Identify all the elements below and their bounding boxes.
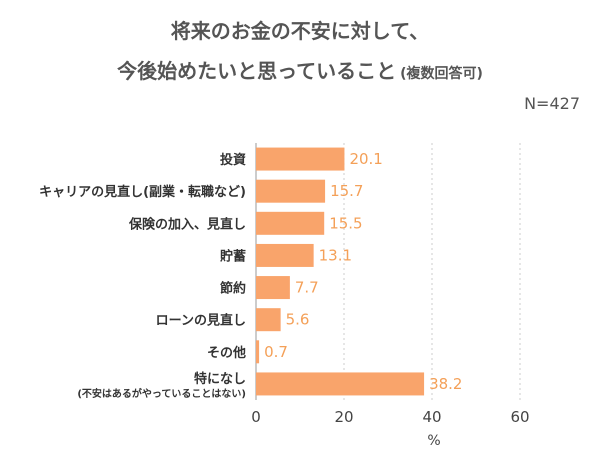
bar bbox=[256, 211, 325, 235]
value-label: 13.1 bbox=[319, 246, 352, 264]
category-label: キャリアの見直し(副業・転職など) bbox=[39, 184, 246, 200]
chart-title-suffix: (複数回答可) bbox=[400, 65, 483, 82]
bars: 20.1 15.7 15.5 13.17.7 5.6 0.7 38.2 bbox=[256, 147, 462, 396]
bar bbox=[256, 372, 425, 396]
bar bbox=[256, 179, 326, 203]
bar bbox=[256, 243, 314, 267]
value-label: 15.7 bbox=[330, 182, 363, 200]
x-tick-label: 0 bbox=[251, 408, 261, 426]
chart-title-line2: 今後始めたいと思っていること (複数回答可) bbox=[117, 59, 483, 83]
chart-title-main: 今後始めたいと思っていること bbox=[117, 59, 396, 83]
x-tick-label: 40 bbox=[422, 408, 441, 426]
value-label: 7.7 bbox=[295, 279, 319, 297]
category-label: 節約 bbox=[220, 281, 246, 297]
chart-title-line1: 将来のお金の不安に対して、 bbox=[171, 19, 429, 43]
x-tick-label: 20 bbox=[334, 408, 353, 426]
bar bbox=[256, 340, 260, 364]
bar bbox=[256, 147, 345, 171]
bar bbox=[256, 308, 281, 332]
value-label: 15.5 bbox=[329, 214, 362, 232]
sample-size-label: N=427 bbox=[524, 94, 580, 113]
x-axis-ticks: 0 20 40 60 bbox=[251, 408, 529, 426]
bar bbox=[256, 276, 290, 300]
category-label: 貯蓄 bbox=[220, 248, 246, 264]
x-axis-unit-label: % bbox=[427, 433, 440, 449]
category-label: 保険の加入、見直し bbox=[128, 216, 246, 232]
x-tick-label: 60 bbox=[510, 408, 529, 426]
value-label: 5.6 bbox=[286, 311, 310, 329]
category-label: その他 bbox=[207, 345, 246, 361]
value-label: 0.7 bbox=[264, 343, 288, 361]
value-label: 20.1 bbox=[349, 150, 382, 168]
value-label: 38.2 bbox=[429, 375, 462, 393]
category-label: 特になし bbox=[194, 371, 246, 387]
category-label: ローンの見直し bbox=[156, 313, 246, 329]
category-sublabel: (不安はあるがやっていることはない) bbox=[77, 387, 246, 400]
category-label: 投資 bbox=[220, 152, 246, 168]
